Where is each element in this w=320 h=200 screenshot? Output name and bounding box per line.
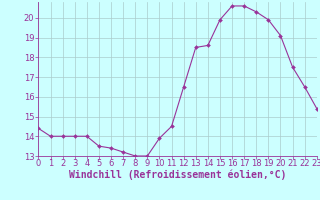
- X-axis label: Windchill (Refroidissement éolien,°C): Windchill (Refroidissement éolien,°C): [69, 169, 286, 180]
